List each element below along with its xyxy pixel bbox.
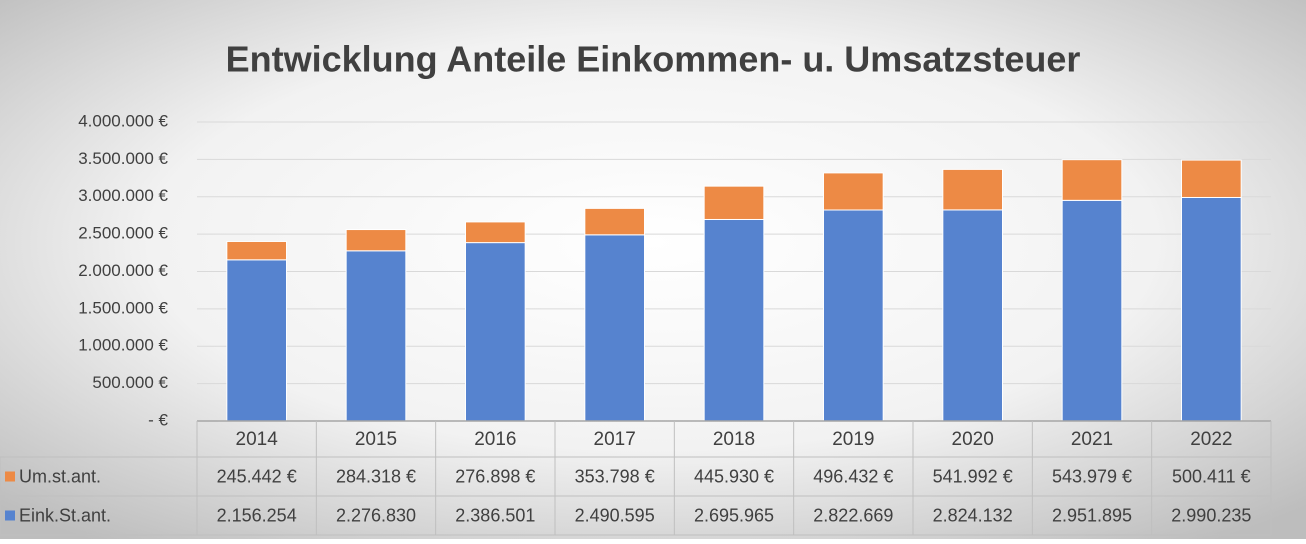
table-value: 2.695.965 — [694, 505, 774, 525]
y-tick-label: 2.500.000 € — [78, 224, 168, 243]
bar-segment — [703, 185, 765, 220]
legend-key — [5, 471, 15, 482]
y-tick-label: 1.000.000 € — [78, 336, 168, 355]
table-value: 496.432 € — [813, 466, 893, 486]
table-value: 2.386.501 — [455, 505, 535, 525]
table-value: 2.822.669 — [813, 505, 893, 525]
table-value: 543.979 € — [1052, 466, 1132, 486]
bar-segment — [584, 207, 645, 236]
bar-segment — [226, 259, 287, 422]
y-tick-label: 1.500.000 € — [78, 298, 168, 317]
y-tick-label: 3.000.000 € — [78, 186, 168, 205]
y-tick-label: 4.000.000 € — [78, 111, 168, 130]
table-value: 2.156.254 — [217, 505, 297, 525]
table-value: 445.930 € — [694, 466, 774, 486]
y-tick-label: 2.000.000 € — [78, 261, 168, 280]
x-tick-label: 2018 — [713, 429, 755, 450]
table-value: 500.411 € — [1172, 466, 1251, 486]
y-tick-label: 500.000 € — [92, 373, 168, 392]
table-value: 245.442 € — [217, 466, 297, 486]
table-value: 284.318 € — [336, 466, 416, 486]
bar-segment — [584, 234, 645, 422]
bar-segment — [465, 221, 526, 244]
table-value: 2.951.895 — [1052, 505, 1132, 525]
bar-segment — [1061, 159, 1123, 201]
x-tick-label: 2022 — [1190, 429, 1232, 450]
x-tick-label: 2020 — [952, 429, 994, 450]
bar-segment — [465, 242, 526, 422]
y-tick-label: 3.500.000 € — [78, 149, 168, 168]
x-tick-label: 2014 — [236, 429, 279, 450]
table-value: 2.276.830 — [336, 505, 416, 525]
legend-label: Um.st.ant. — [19, 466, 101, 486]
table-value: 541.992 € — [933, 466, 1013, 486]
x-tick-label: 2015 — [355, 429, 397, 450]
bar-segment — [823, 172, 884, 211]
table-value: 276.898 € — [455, 466, 535, 486]
bar-segment — [226, 240, 287, 261]
bar-segment — [1181, 196, 1242, 422]
x-tick-label: 2021 — [1071, 429, 1113, 450]
bar-segment — [942, 168, 1003, 211]
table-value: 2.490.595 — [575, 505, 655, 525]
x-tick-label: 2017 — [594, 429, 636, 450]
bar-segment — [345, 229, 407, 252]
table-value: 2.990.235 — [1171, 505, 1251, 525]
chart-title: Entwicklung Anteile Einkommen- u. Umsatz… — [226, 39, 1081, 80]
legend-label: Eink.St.ant. — [19, 505, 111, 525]
bar-segment — [1181, 159, 1242, 198]
x-tick-label: 2016 — [474, 429, 516, 450]
y-tick-label: - € — [148, 410, 168, 429]
bar-segment — [823, 209, 884, 422]
legend-key — [5, 510, 15, 521]
table-value: 2.824.132 — [933, 505, 1013, 525]
bar-segment — [1061, 199, 1123, 422]
table-value: 353.798 € — [575, 466, 655, 486]
bar-segment — [942, 209, 1003, 422]
bar-segment — [345, 250, 407, 422]
bar-segment — [703, 218, 765, 422]
x-tick-label: 2019 — [832, 429, 874, 450]
